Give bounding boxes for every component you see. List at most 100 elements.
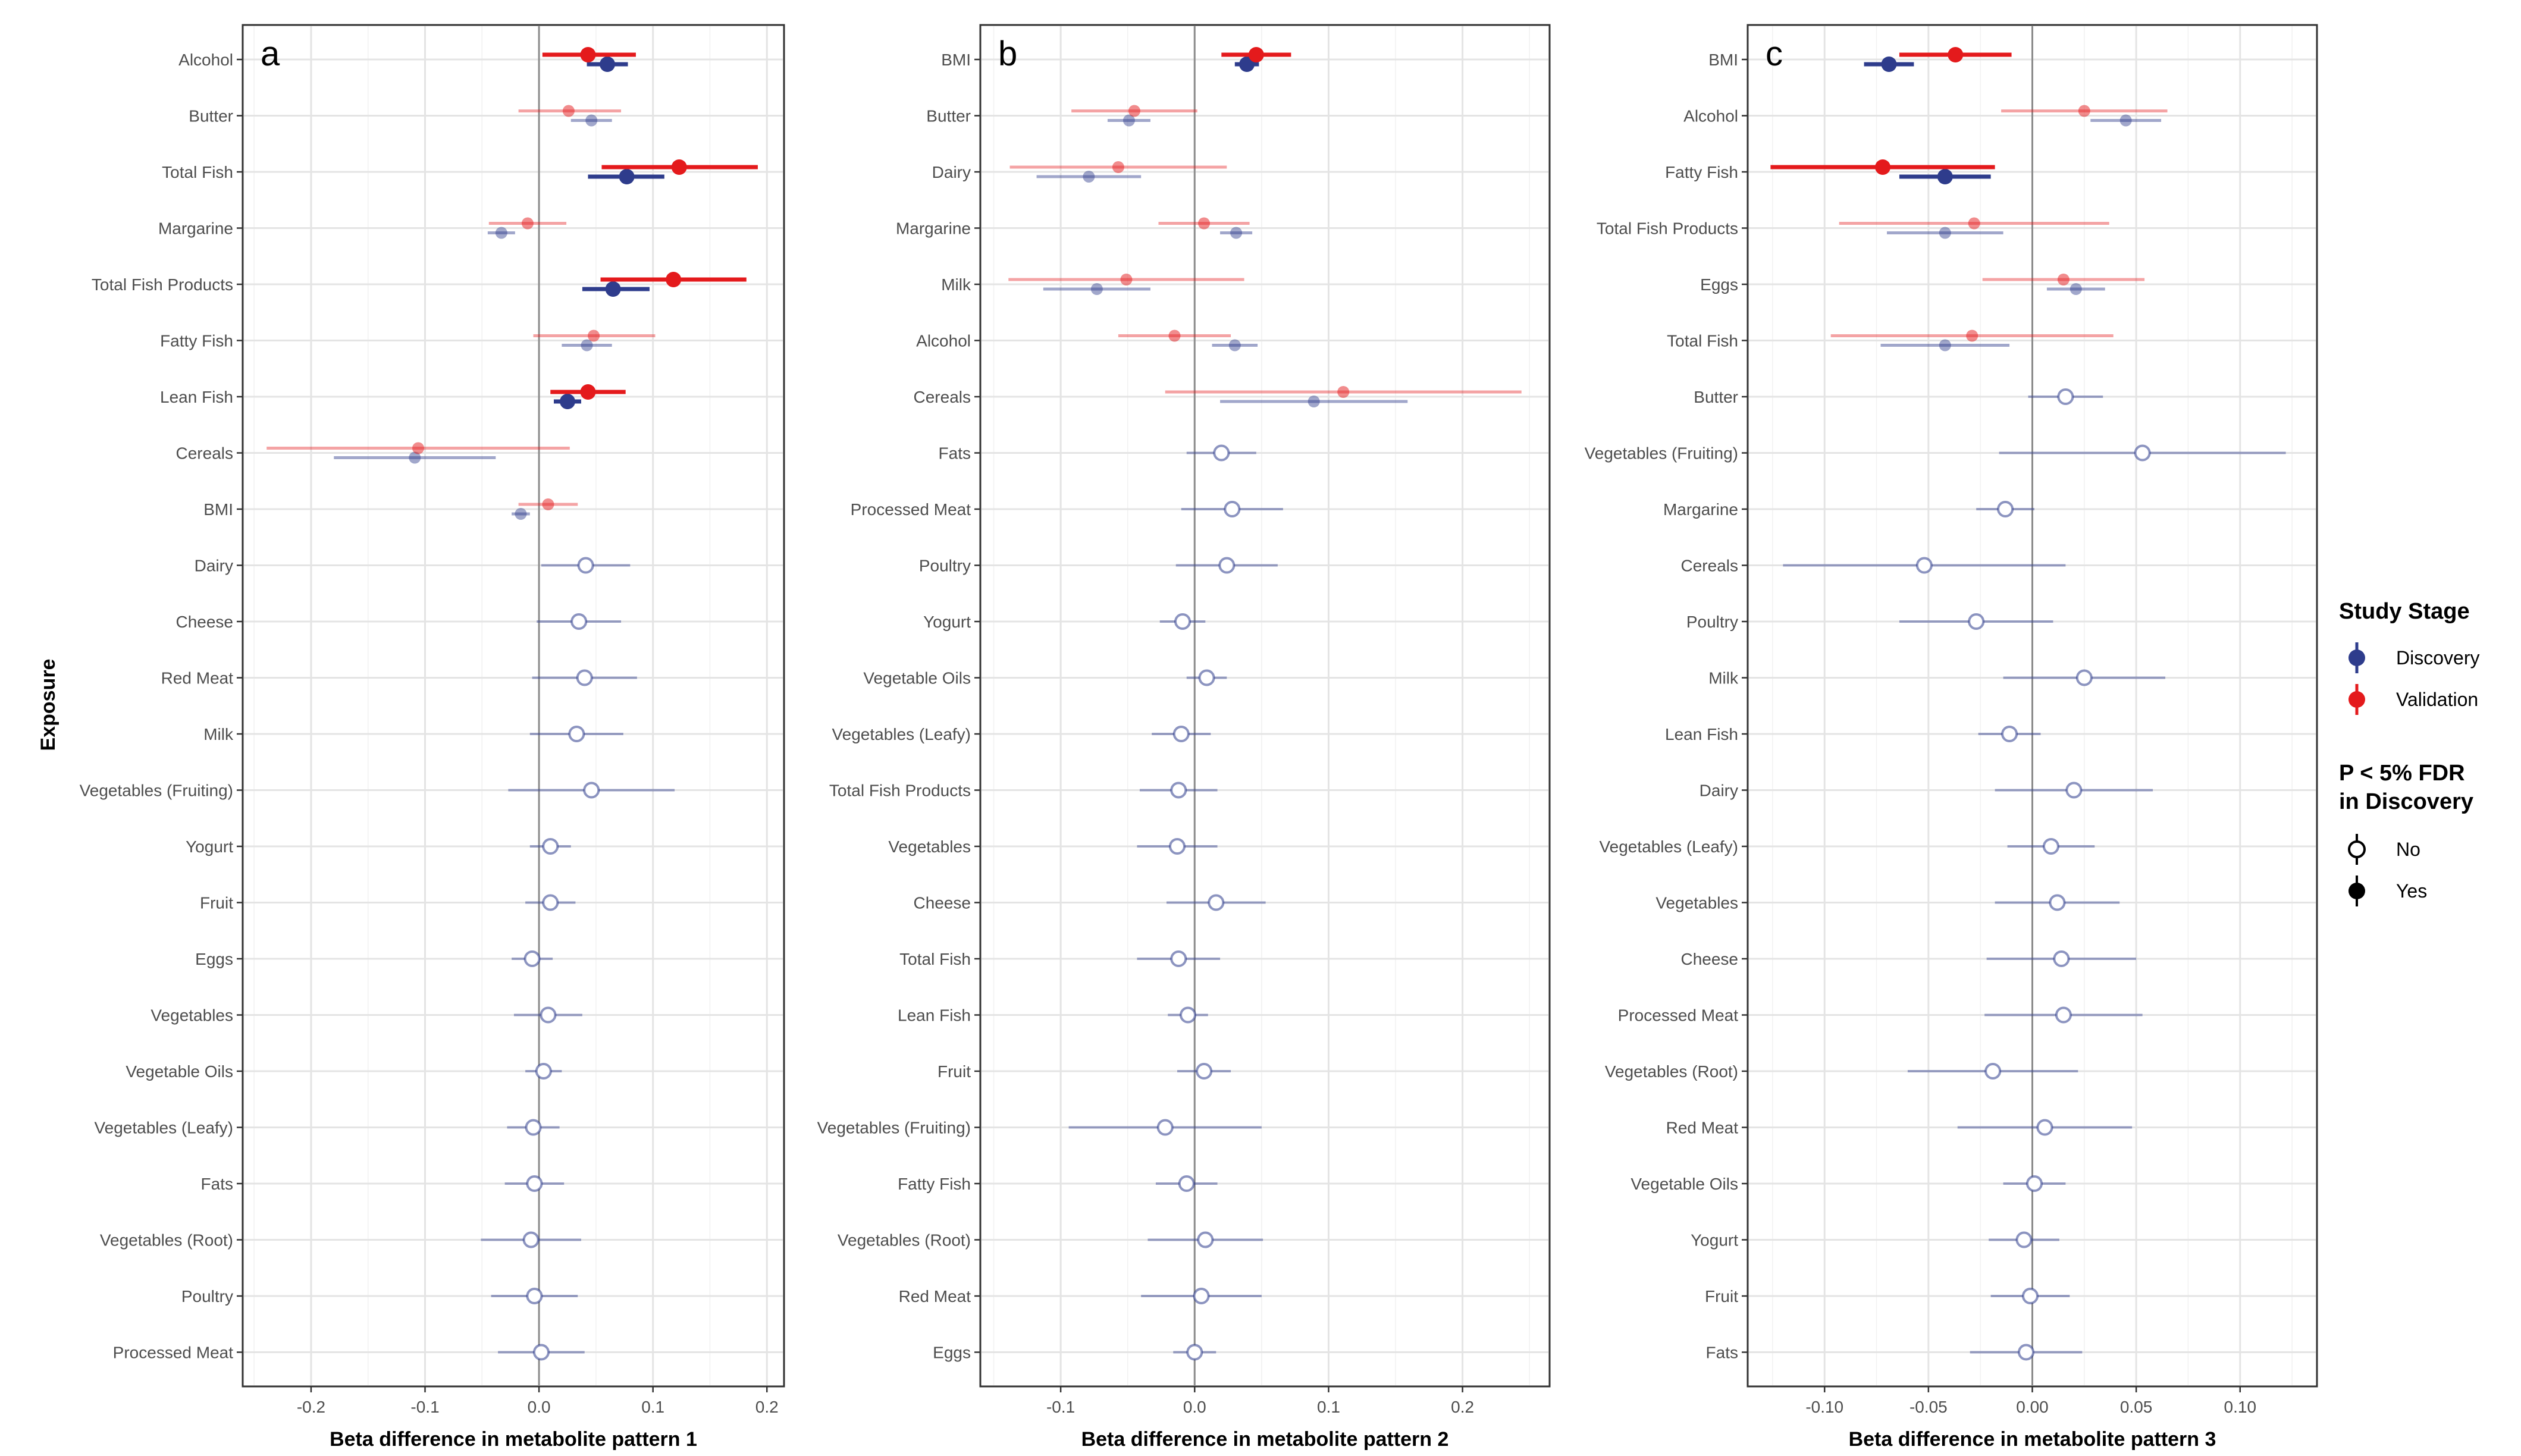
legend-key-no: [2348, 834, 2366, 865]
y-tick-label: Butter: [189, 107, 233, 125]
panel-tag: b: [998, 34, 1017, 73]
legend-stage-label: Validation: [2396, 689, 2478, 710]
discovery-estimate: [512, 950, 553, 967]
validation-estimate: [1982, 274, 2145, 285]
discovery-estimate: [334, 451, 496, 464]
discovery-estimate: [1220, 227, 1253, 239]
discovery-point: [1881, 57, 1897, 72]
y-tick-label: Red Meat: [161, 669, 234, 688]
y-tick-label: Vegetable Oils: [1631, 1175, 1738, 1193]
discovery-point: [540, 1006, 557, 1024]
validation-point: [1337, 386, 1350, 398]
legend-key-discovery: [2348, 642, 2365, 673]
discovery-estimate: [562, 339, 612, 352]
y-tick-label: Total Fish Products: [1597, 219, 1738, 238]
discovery-point: [542, 838, 559, 855]
discovery-estimate: [1186, 669, 1227, 686]
y-tick-label: Cereals: [1681, 557, 1738, 575]
y-tick-label: Total Fish: [1667, 332, 1738, 350]
discovery-point: [1180, 1006, 1197, 1024]
discovery-estimate: [1159, 613, 1206, 630]
y-tick-label: Poultry: [919, 557, 971, 575]
y-tick-label: Milk: [1708, 669, 1739, 688]
panel-tag: a: [261, 34, 280, 73]
y-tick-label: Margarine: [896, 219, 971, 238]
discovery-estimate: [2003, 669, 2166, 686]
y-tick-label: Total Fish Products: [92, 275, 233, 294]
x-tick-label: -0.1: [1046, 1398, 1075, 1416]
discovery-point: [605, 281, 621, 297]
y-tick-label: Dairy: [932, 163, 971, 181]
y-tick-label: Vegetables: [1655, 894, 1738, 912]
validation-estimate: [518, 105, 622, 117]
discovery-estimate: [1177, 1063, 1231, 1080]
discovery-point: [1083, 171, 1095, 183]
discovery-estimate: [1887, 227, 2003, 239]
discovery-point: [495, 227, 507, 239]
discovery-point: [1939, 339, 1951, 352]
discovery-estimate: [1957, 1119, 2133, 1136]
discovery-estimate: [541, 557, 631, 574]
y-tick-label: Vegetables (Leafy): [1600, 837, 1739, 856]
y-tick-label: Vegetables (Leafy): [832, 725, 971, 743]
y-tick-label: Red Meat: [899, 1287, 971, 1306]
validation-point: [1120, 274, 1133, 285]
discovery-point: [1186, 1344, 1203, 1361]
y-tick-label: Lean Fish: [160, 388, 233, 406]
discovery-point: [2065, 782, 2083, 799]
discovery-point: [523, 950, 541, 967]
discovery-point: [2070, 283, 2082, 295]
x-tick-label: 0.1: [641, 1398, 664, 1416]
discovery-estimate: [1036, 171, 1142, 183]
validation-point: [1966, 330, 1978, 342]
y-tick-label: Vegetable Oils: [126, 1062, 233, 1081]
discovery-estimate: [570, 114, 612, 127]
y-tick-label: Processed Meat: [113, 1344, 234, 1362]
y-tick-label: Total Fish: [899, 950, 971, 968]
discovery-estimate: [1068, 1119, 1262, 1136]
legend-significance-subtitle: in Discovery: [2339, 789, 2473, 814]
legend-significance-label: No: [2396, 839, 2420, 860]
panel-frame: [979, 24, 1551, 1388]
y-tick-label: Butter: [1694, 388, 1738, 406]
y-tick-label: Fatty Fish: [898, 1175, 971, 1193]
discovery-point: [1307, 396, 1320, 407]
validation-point: [521, 217, 534, 230]
discovery-point: [409, 451, 421, 464]
discovery-point: [1198, 669, 1215, 686]
y-tick-label: BMI: [941, 51, 971, 69]
legend-key-validation: [2348, 684, 2365, 715]
discovery-estimate: [1152, 726, 1211, 742]
discovery-estimate: [1220, 396, 1408, 407]
discovery-point: [1170, 782, 1187, 799]
panel-a: a Alcohol Butter Total Fish Margarine Total F…: [80, 24, 785, 1451]
validation-estimate: [1118, 330, 1231, 342]
y-tick-label: Processed Meat: [851, 500, 971, 519]
discovery-estimate: [537, 613, 622, 630]
discovery-point: [1228, 339, 1241, 352]
discovery-point: [1170, 950, 1187, 967]
validation-point: [412, 442, 425, 454]
y-tick-label: Vegetables (Root): [838, 1231, 971, 1250]
validation-estimate: [533, 330, 656, 342]
y-tick-label: Dairy: [1700, 782, 1738, 800]
validation-estimate: [1830, 330, 2114, 342]
y-tick-label: Alcohol: [916, 332, 971, 350]
discovery-point: [2053, 950, 2070, 967]
discovery-estimate: [525, 894, 576, 911]
panel-c: c BMI Alcohol Fatty Fish Total Fish Products…: [1585, 24, 2318, 1451]
y-tick-label: Cheese: [913, 894, 971, 912]
y-tick-label: Vegetables (Fruiting): [80, 782, 233, 800]
discovery-point: [2025, 1175, 2043, 1192]
discovery-point: [1122, 114, 1135, 127]
x-axis-label: Beta difference in metabolite pattern 3: [1849, 1428, 2216, 1451]
discovery-estimate: [1976, 501, 2034, 517]
legend: Study Stage Discovery Validation P < 5% FDR…: [2339, 599, 2479, 906]
discovery-point: [1196, 1063, 1213, 1080]
validation-point: [1198, 217, 1211, 230]
y-tick-label: Total Fish Products: [829, 782, 971, 800]
discovery-point: [576, 669, 593, 686]
discovery-estimate: [498, 1344, 585, 1361]
validation-point: [562, 105, 575, 117]
discovery-estimate: [2090, 114, 2162, 127]
